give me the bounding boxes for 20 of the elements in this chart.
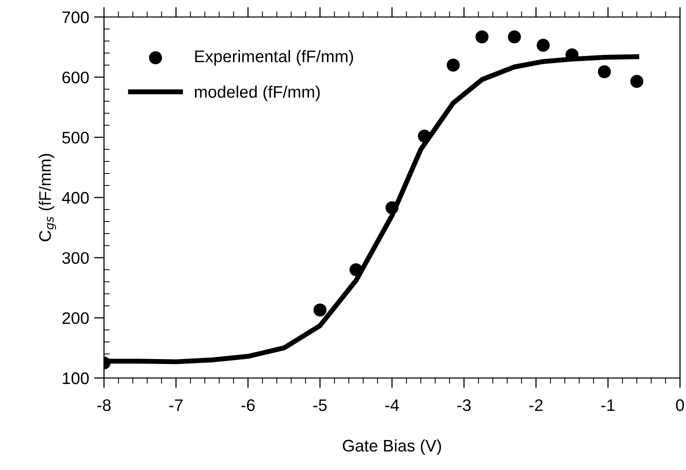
x-tick-label: -8	[97, 399, 111, 412]
x-tick-label: -5	[313, 399, 327, 412]
y-tick-label: 700	[62, 11, 89, 24]
x-axis-title: Gate Bias (V)	[342, 439, 441, 455]
y-tick-label: 400	[62, 192, 89, 204]
y-tick-label: 500	[62, 132, 89, 144]
x-tick-label: -1	[601, 399, 615, 411]
y-tick-label: 200	[62, 312, 89, 324]
y-tick-label: 300	[62, 252, 89, 264]
x-tick-label: -3	[457, 399, 471, 412]
legend-label: modeled (fF/mm)	[194, 86, 320, 102]
x-tick-label: -6	[241, 399, 255, 412]
y-axis-title: C$_{gs}$ (fF/mm)	[38, 154, 56, 242]
x-tick-label: -4	[385, 399, 399, 411]
y-tick-label: 600	[62, 72, 89, 84]
x-tick-label: 0	[676, 399, 684, 412]
x-tick-label: -7	[169, 399, 183, 411]
y-tick-label: 100	[62, 372, 89, 384]
x-tick-label: -2	[529, 399, 543, 411]
legend-label: Experimental (fF/mm)	[195, 50, 354, 66]
